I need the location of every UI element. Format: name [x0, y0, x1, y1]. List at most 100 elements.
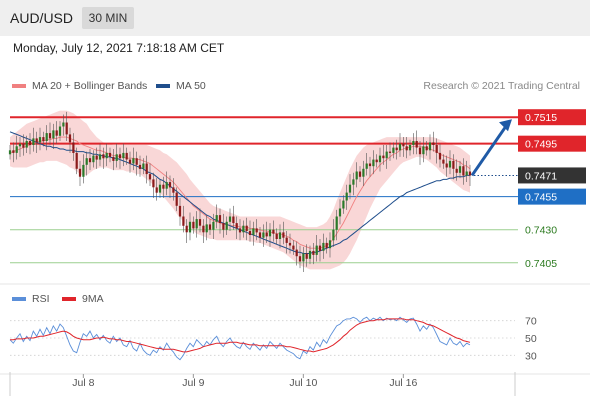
candle-body [85, 158, 88, 165]
candle-body [398, 143, 402, 151]
rsi-tick-30: 30 [525, 350, 537, 362]
candle-body [222, 223, 225, 230]
legend-ma50: MA 50 [156, 80, 206, 92]
candle-body [455, 168, 458, 173]
price-tag-bg [518, 188, 586, 205]
candle-body [458, 166, 462, 173]
candle-body [362, 168, 365, 177]
rsi-tick-50: 50 [525, 333, 537, 345]
candle-body [348, 184, 352, 193]
candle-body [162, 184, 165, 189]
candle-body [408, 145, 412, 151]
candle-body [365, 163, 368, 169]
candle-body [168, 182, 172, 188]
candle-body [442, 159, 445, 164]
price-tag-0.7405: 0.7405 [525, 258, 557, 270]
candle-body [382, 155, 385, 159]
legend-ma20: MA 20 + Bollinger Bands [12, 80, 147, 92]
candle-body [315, 245, 318, 255]
price-tag-0.7515: 0.7515 [525, 112, 557, 124]
candle-body [422, 146, 425, 155]
legend-rsi-label: RSI [32, 293, 50, 305]
candle-body [282, 232, 285, 238]
candle-body [388, 151, 392, 153]
candle-body [385, 151, 388, 159]
candle-body [252, 228, 255, 235]
symbol-label: AUD/USD [10, 10, 74, 26]
candle-body [258, 232, 262, 238]
candle-body [228, 216, 232, 222]
candle-body [248, 231, 252, 235]
price-tag-0.7430: 0.7430 [525, 225, 557, 237]
candle-body [345, 192, 348, 201]
candle-body [62, 122, 65, 127]
candle-body [462, 166, 465, 176]
candle-body [255, 228, 258, 233]
candle-body [438, 152, 442, 160]
price-tag-bg [518, 167, 586, 184]
candle-body [352, 179, 355, 185]
candle-body [262, 232, 265, 238]
candle-body [268, 229, 272, 237]
candle-body [98, 154, 102, 160]
candle-body [192, 221, 195, 229]
candle-body [22, 143, 25, 148]
candle-body [175, 192, 178, 206]
candle-body [308, 250, 312, 259]
x-tick-Jul 9: Jul 9 [182, 377, 204, 389]
candle-body [215, 215, 218, 222]
ma9-swatch [62, 297, 76, 301]
candle-body [375, 159, 378, 163]
candle-body [298, 256, 302, 262]
candle-body [198, 219, 202, 226]
candle-body [75, 152, 78, 169]
candle-body [15, 146, 18, 153]
copyright-text: Research © 2021 Trading Central [423, 80, 580, 92]
candle-body [188, 221, 192, 233]
candle-body [342, 200, 345, 209]
candle-body [92, 155, 95, 163]
candle-body [72, 142, 75, 153]
candle-body [28, 141, 32, 145]
candle-body [405, 146, 408, 151]
candle-body [415, 141, 418, 148]
legend-9ma: 9MA [62, 293, 104, 305]
candle-body [448, 160, 452, 168]
time-axis: Jul 8 Jul 9 Jul 10 Jul 16 [0, 372, 590, 396]
timeframe-badge[interactable]: 30 MIN [82, 7, 134, 29]
rsi-panel: 70 50 30 [9, 316, 537, 362]
candle-body [435, 145, 438, 153]
candle-body [445, 163, 448, 168]
candle-body [185, 225, 188, 233]
candle-body [172, 187, 175, 193]
candle-body [142, 163, 145, 169]
candle-body [412, 141, 415, 145]
candle-body [138, 164, 142, 169]
candle-body [25, 141, 28, 148]
candle-body [218, 215, 222, 223]
candle-body [95, 155, 98, 160]
candle-body [238, 228, 242, 233]
candle-body [42, 137, 45, 142]
candle-body [182, 216, 185, 226]
candle-body [325, 242, 328, 249]
candle-body [278, 232, 282, 239]
candle-body [288, 242, 292, 246]
candle-body [468, 171, 472, 176]
candle-body [178, 205, 182, 217]
candle-body [118, 154, 122, 159]
candle-body [338, 208, 342, 217]
candle-body [232, 216, 235, 224]
candle-body [48, 133, 52, 139]
candle-body [322, 242, 325, 251]
candle-body [52, 130, 55, 139]
candle-body [105, 152, 108, 159]
price-panel: 0.7515 0.7495 0.7471 0.7455 0.7430 0.7405 [0, 109, 590, 285]
candle-body [125, 152, 128, 160]
candle-body [358, 171, 362, 177]
legend-9ma-label: 9MA [82, 293, 104, 305]
x-tick-Jul 16: Jul 16 [389, 377, 417, 389]
candle-body [165, 182, 168, 189]
candle-body [452, 160, 455, 169]
